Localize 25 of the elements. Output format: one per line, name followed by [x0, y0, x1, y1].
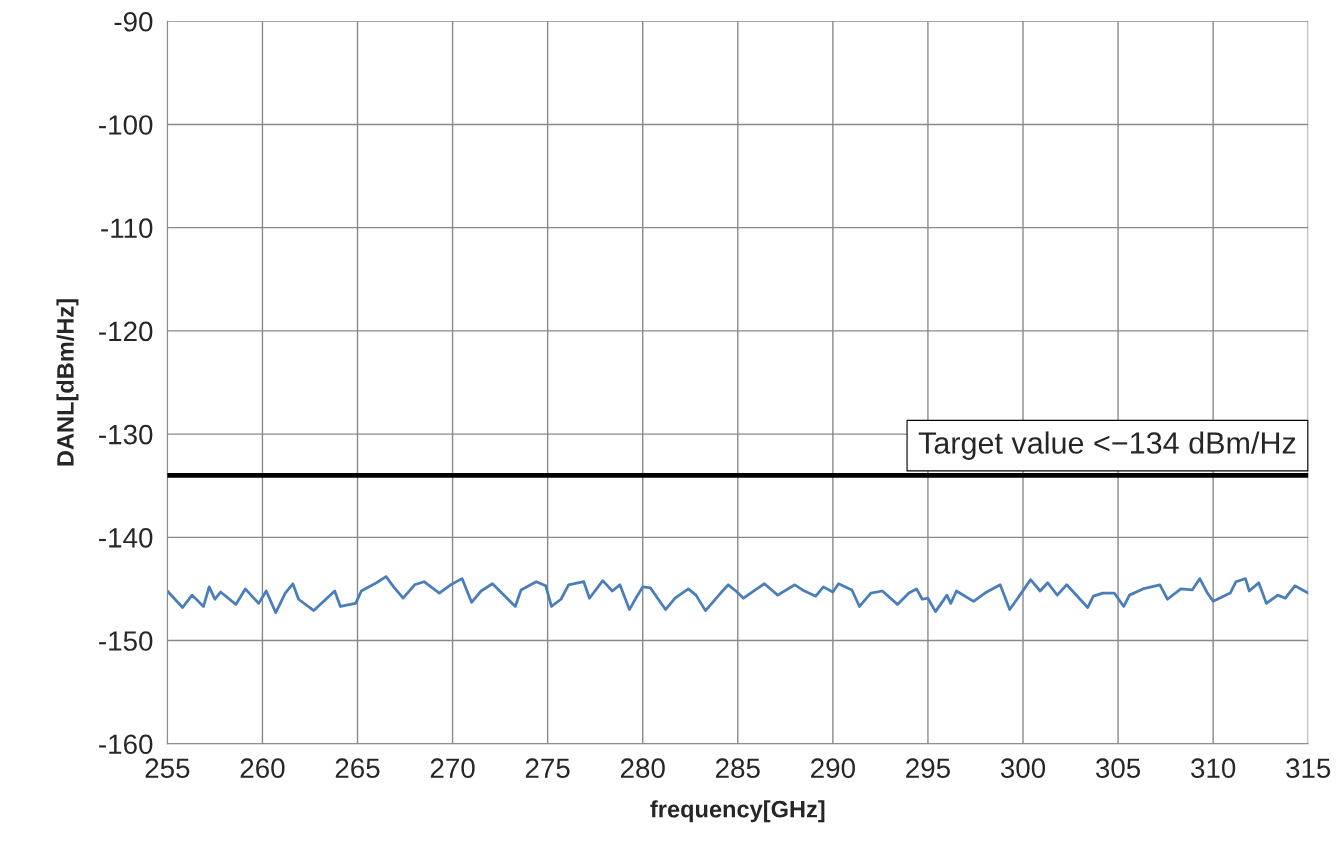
y-tick-label: -160 [99, 734, 153, 755]
x-tick-label: 270 [430, 758, 475, 779]
x-tick-label: 295 [906, 758, 950, 779]
x-tick-label: 285 [716, 758, 760, 779]
y-tick-label: -150 [99, 631, 153, 651]
line-series [167, 575, 1309, 615]
x-tick-label: 275 [525, 758, 570, 779]
x-tick-label: 315 [1286, 758, 1331, 779]
y-axis-title: DANL[dBm/Hz] [56, 299, 79, 466]
ref-line-label: Target value <−134 dBm/Hz [918, 431, 1296, 460]
x-tick-label: 255 [145, 758, 190, 779]
y-tick-label: -110 [101, 218, 153, 239]
x-tick-label: 305 [1095, 758, 1141, 779]
y-tick-label: -100 [99, 115, 153, 135]
x-tick-label: 310 [1191, 758, 1236, 779]
x-axis-title: frequency[GHz] [650, 800, 825, 823]
y-tick-label: -130 [99, 424, 153, 445]
y-tick-label: -90 [114, 11, 153, 32]
x-tick-label: 280 [620, 758, 665, 779]
x-tick-label: 265 [335, 758, 380, 779]
x-tick-label: 260 [240, 758, 285, 779]
x-tick-label: 290 [811, 758, 855, 779]
y-tick-label: -140 [99, 527, 153, 548]
y-tick-label: -120 [99, 321, 153, 342]
x-tick-label: 300 [1000, 758, 1046, 779]
